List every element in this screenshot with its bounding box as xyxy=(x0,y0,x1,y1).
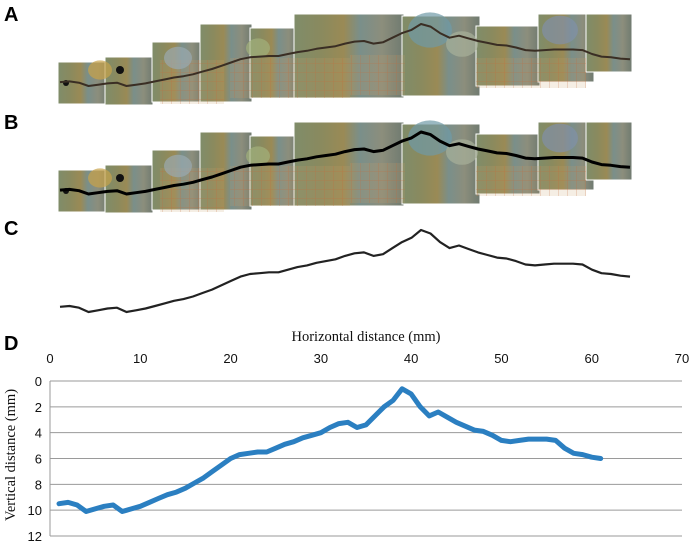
clast xyxy=(446,31,478,57)
dark-spot xyxy=(116,66,124,74)
clast xyxy=(164,154,192,178)
y-tick-label: 2 xyxy=(35,400,42,415)
y-tick-label: 6 xyxy=(35,452,42,467)
x-tick-labels: 0 10 20 30 40 50 60 70 xyxy=(46,351,689,366)
clast xyxy=(164,46,192,70)
photo-tile xyxy=(585,13,633,73)
clast xyxy=(542,123,578,153)
x-tick-label: 30 xyxy=(314,351,328,366)
panel-d-profile-chart: 0 10 20 30 40 50 60 70 0 2 4 6 8 10 12 Horizontal dis… xyxy=(3,329,689,544)
panel-letter-d: D xyxy=(4,333,19,355)
y-tick-label: 8 xyxy=(35,477,42,492)
panel-letter-b: B xyxy=(4,112,19,134)
panel-a-mosaic-photo xyxy=(57,12,633,106)
x-tick-label: 40 xyxy=(404,351,418,366)
x-tick-label: 50 xyxy=(494,351,508,366)
scale-grid xyxy=(350,163,405,203)
crack-line xyxy=(59,23,631,87)
panel-b-mosaic-photo xyxy=(57,120,633,214)
x-tick-label: 60 xyxy=(584,351,598,366)
y-tick-label: 4 xyxy=(35,426,42,441)
x-tick-label: 70 xyxy=(675,351,689,366)
scale-grid xyxy=(476,58,586,88)
x-axis-label: Horizontal distance (mm) xyxy=(292,329,441,345)
scale-grid xyxy=(476,166,586,196)
x-tick-label: 10 xyxy=(133,351,147,366)
y-tick-label: 0 xyxy=(35,374,42,389)
x-tick-label: 20 xyxy=(223,351,237,366)
clast xyxy=(542,15,578,45)
chart-gridlines xyxy=(49,380,682,537)
clast xyxy=(88,60,112,80)
photo-tile xyxy=(585,121,633,181)
clast xyxy=(408,120,452,156)
clast xyxy=(246,38,270,58)
panel-letter-a: A xyxy=(4,4,19,26)
clast xyxy=(408,12,452,48)
y-axis-label: Vertical distance (mm) xyxy=(3,389,19,521)
x-tick-label: 0 xyxy=(46,351,53,366)
crack-line xyxy=(59,130,631,196)
clast xyxy=(246,146,270,166)
photo-tile xyxy=(104,56,154,106)
panel-letter-c: C xyxy=(4,218,19,240)
trace-line xyxy=(59,228,631,314)
series-line xyxy=(56,386,604,514)
y-tick-labels: 0 2 4 6 8 10 12 xyxy=(28,374,42,544)
scale-grid xyxy=(230,58,350,98)
photo-tile xyxy=(104,164,154,214)
panel-c-extracted-trace xyxy=(59,228,631,314)
scale-grid xyxy=(230,166,350,206)
y-tick-label: 10 xyxy=(28,503,42,518)
series-lines xyxy=(56,386,604,514)
y-tick-label: 12 xyxy=(28,529,42,544)
clast xyxy=(88,168,112,188)
dark-spot xyxy=(116,174,124,182)
scale-grid xyxy=(350,55,405,95)
